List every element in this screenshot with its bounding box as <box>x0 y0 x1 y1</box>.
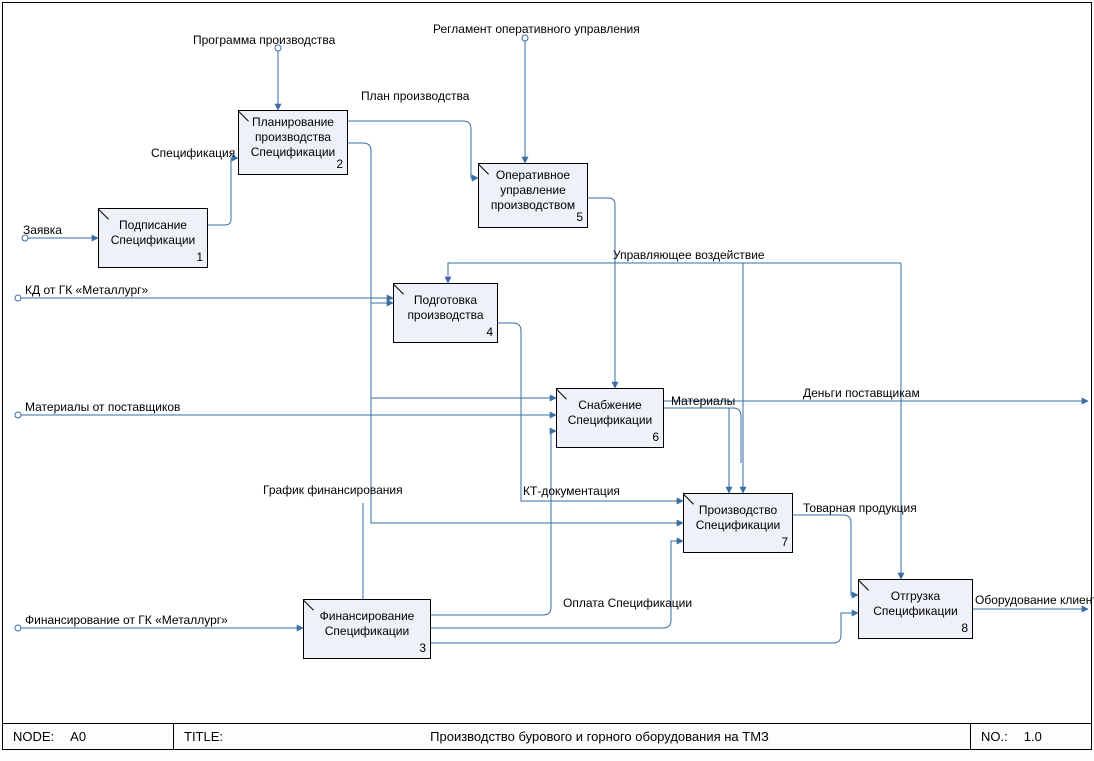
arrow-label: Оплата Спецификации <box>563 596 692 610</box>
footer-no-label: NO.: <box>981 729 1008 744</box>
footer-bar: NODE: A0 TITLE: Производство бурового и … <box>2 723 1092 750</box>
node-label: ПланированиепроизводстваСпецификации <box>251 115 335 160</box>
arrow-label: Заявка <box>23 223 62 237</box>
diagram-frame: ПодписаниеСпецификации1 Планированиепрои… <box>2 2 1092 724</box>
footer-title-value: Производство бурового и горного оборудов… <box>239 729 960 744</box>
arrow-label: План производства <box>361 89 469 103</box>
arrow-label: Спецификация <box>151 146 235 160</box>
footer-title-label: TITLE: <box>184 729 223 744</box>
arrow-label: Регламент оперативного управления <box>433 22 640 36</box>
arrow-label: Материалы <box>671 394 735 408</box>
arrow-label: Товарная продукция <box>803 501 917 515</box>
arrow-label: Программа производства <box>193 33 335 47</box>
node-4: Подготовкапроизводства4 <box>393 283 498 343</box>
node-label: ПодписаниеСпецификации <box>111 218 195 248</box>
node-label: Оперативноеуправлениепроизводством <box>491 168 575 213</box>
arrow-label: Материалы от поставщиков <box>25 400 180 414</box>
node-5: Оперативноеуправлениепроизводством5 <box>478 163 588 228</box>
footer-node-label: NODE: <box>13 729 54 744</box>
node-3: ФинансированиеСпецификации3 <box>303 599 431 659</box>
node-label: ФинансированиеСпецификации <box>320 609 415 639</box>
arrow-label: График финансирования <box>263 483 403 497</box>
node-7: ПроизводствоСпецификации7 <box>683 493 793 553</box>
node-label: ПроизводствоСпецификации <box>696 503 780 533</box>
node-2: ПланированиепроизводстваСпецификации2 <box>238 110 348 175</box>
arrow-label: Финансирование от ГК «Металлург» <box>25 613 228 627</box>
arrow-label: Деньги поставщикам <box>803 386 920 400</box>
node-6: СнабжениеСпецификации6 <box>556 388 664 448</box>
node-1: ПодписаниеСпецификации1 <box>98 208 208 268</box>
footer-node-value: A0 <box>70 729 86 744</box>
arrow-label: КТ-документация <box>523 484 620 498</box>
node-label: СнабжениеСпецификации <box>568 398 652 428</box>
node-label: Подготовкапроизводства <box>407 293 483 323</box>
arrow-label: Управляющее воздействие <box>613 248 765 262</box>
arrow-label: Оборудование клиентам <box>975 593 1094 607</box>
node-8: ОтгрузкаСпецификации8 <box>858 579 973 639</box>
node-label: ОтгрузкаСпецификации <box>873 589 957 619</box>
arrow-label: КД от ГК «Металлург» <box>25 283 148 297</box>
footer-no-value: 1.0 <box>1024 729 1042 744</box>
